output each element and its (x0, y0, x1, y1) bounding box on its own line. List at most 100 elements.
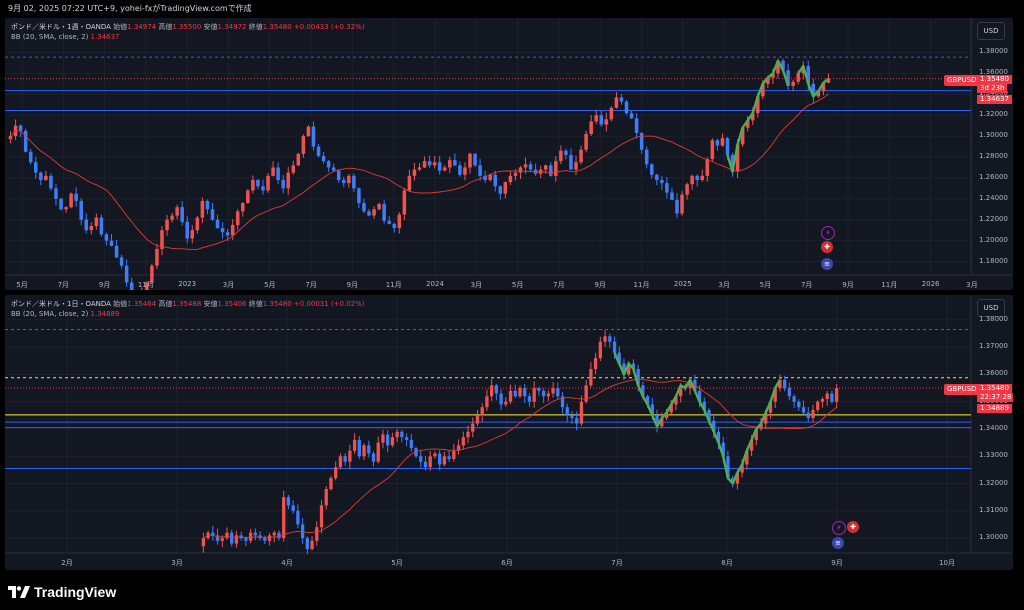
candle-body (59, 198, 63, 210)
candle-body (377, 204, 381, 210)
candle-body (705, 159, 710, 176)
time-tick-label: 9月 (594, 281, 606, 289)
candle-body (554, 161, 558, 176)
candle-body (771, 73, 775, 78)
time-tick-label: 7月 (800, 281, 813, 289)
event-us-flag-icon[interactable]: ≡ (832, 537, 844, 549)
candle-body (594, 115, 598, 122)
daily-chart-svg[interactable] (5, 295, 1013, 570)
candle-body (334, 467, 338, 479)
tradingview-logo[interactable]: TradingView (8, 584, 116, 600)
high-label: 高値 (158, 23, 173, 31)
candle-body (244, 538, 248, 541)
candle-body (489, 385, 494, 397)
candle-body (28, 151, 33, 163)
event-uk-flag-icon[interactable]: ✚ (847, 521, 859, 533)
elliott-wave-drawing (613, 352, 678, 428)
candle-body (438, 453, 442, 465)
candle-body (180, 207, 184, 222)
candle-body (423, 461, 428, 468)
time-tick-label: 9月 (831, 559, 843, 567)
time-tick-label: 3月 (966, 281, 978, 289)
candle-body (215, 535, 220, 541)
candle-body (376, 442, 380, 462)
candle-body (79, 200, 83, 220)
candle-body (433, 453, 437, 457)
event-us-flag-icon[interactable]: ≡ (821, 258, 833, 270)
candle-body (695, 175, 699, 180)
candle-body (735, 472, 740, 484)
candle-body (211, 532, 215, 536)
bb-label: BB (20, SMA, close, 2) (11, 33, 89, 41)
candle-body (352, 175, 356, 189)
open-value: 1.34974 (127, 23, 157, 31)
time-tick-label: 7月 (553, 281, 565, 289)
currency-button[interactable]: USD (977, 299, 1005, 317)
candle-body (644, 149, 649, 165)
candle-body (99, 217, 104, 235)
currency-button[interactable]: USD (977, 22, 1005, 40)
candle-body (493, 174, 498, 187)
candle-body (466, 431, 470, 438)
candle-body (537, 388, 541, 391)
bb-value: 1.34637 (90, 33, 120, 41)
top-bar: 9月 02, 2025 07:22 UTC+9, yohei-fxがTradin… (0, 0, 1024, 17)
candle-body (382, 204, 386, 221)
candle-body (210, 209, 215, 220)
daily-legend: ポンド／米ドル・1日・OANDA 始値1.35464 高値1.35488 安値1… (11, 299, 365, 319)
candle-body (124, 265, 129, 283)
candle-body (614, 97, 619, 108)
candle-body (23, 130, 28, 152)
candle-body (338, 456, 343, 468)
candle-body (263, 538, 267, 541)
candle-body (310, 540, 314, 549)
candle-body (195, 217, 200, 231)
bb-value: 1.34889 (90, 310, 120, 318)
candle-body (721, 442, 725, 457)
bb-price-tag: 1.34889 (977, 404, 1012, 413)
weekly-chart-panel[interactable]: ポンド／米ドル・1週・OANDA 始値1.34974 高値1.35500 安値1… (5, 18, 1013, 290)
high-value: 1.35500 (172, 23, 202, 31)
event-lightning-icon[interactable]: ⚡ (832, 521, 846, 535)
candle-body (617, 352, 621, 364)
candle-body (215, 219, 220, 229)
candle-body (655, 415, 659, 427)
candle-body (604, 119, 609, 125)
event-lightning-icon[interactable]: ⚡ (821, 226, 835, 240)
candle-body (367, 445, 371, 454)
candle-body (593, 358, 598, 369)
candle-body (756, 96, 760, 114)
close-value: 1.35480 (262, 300, 292, 308)
candle-body (261, 186, 265, 191)
daily-chart-panel[interactable]: ポンド／米ドル・1日・OANDA 始値1.35464 高値1.35488 安値1… (5, 295, 1013, 570)
candle-body (523, 388, 527, 397)
candle-body (267, 535, 272, 541)
candle-body (84, 219, 89, 231)
candle-body (598, 341, 602, 359)
candle-body (478, 165, 482, 176)
candle-body (447, 456, 451, 459)
candle-body (565, 407, 569, 416)
tradingview-logo-icon (8, 586, 30, 598)
price-tick-label: 1.22000 (979, 214, 1008, 223)
candle-body (730, 154, 735, 172)
candle-body (291, 505, 295, 511)
candle-body (624, 101, 629, 114)
candle-body (806, 412, 810, 419)
candle-body (830, 393, 834, 402)
weekly-chart-svg[interactable] (5, 18, 1013, 290)
price-tick-label: 1.32000 (979, 110, 1008, 119)
candle-body (523, 164, 528, 168)
elliott-wave-drawing (736, 379, 781, 474)
low-value: 1.35406 (217, 300, 247, 308)
candle-body (627, 363, 631, 375)
candle-body (392, 223, 397, 229)
candle-body (821, 82, 826, 92)
candle-body (546, 393, 551, 397)
candle-body (437, 162, 442, 171)
time-tick-label: 3月 (718, 281, 730, 289)
candle-body (707, 409, 711, 421)
event-uk-flag-icon[interactable]: ✚ (821, 241, 833, 253)
low-value: 1.34972 (217, 23, 247, 31)
candle-body (825, 393, 829, 399)
